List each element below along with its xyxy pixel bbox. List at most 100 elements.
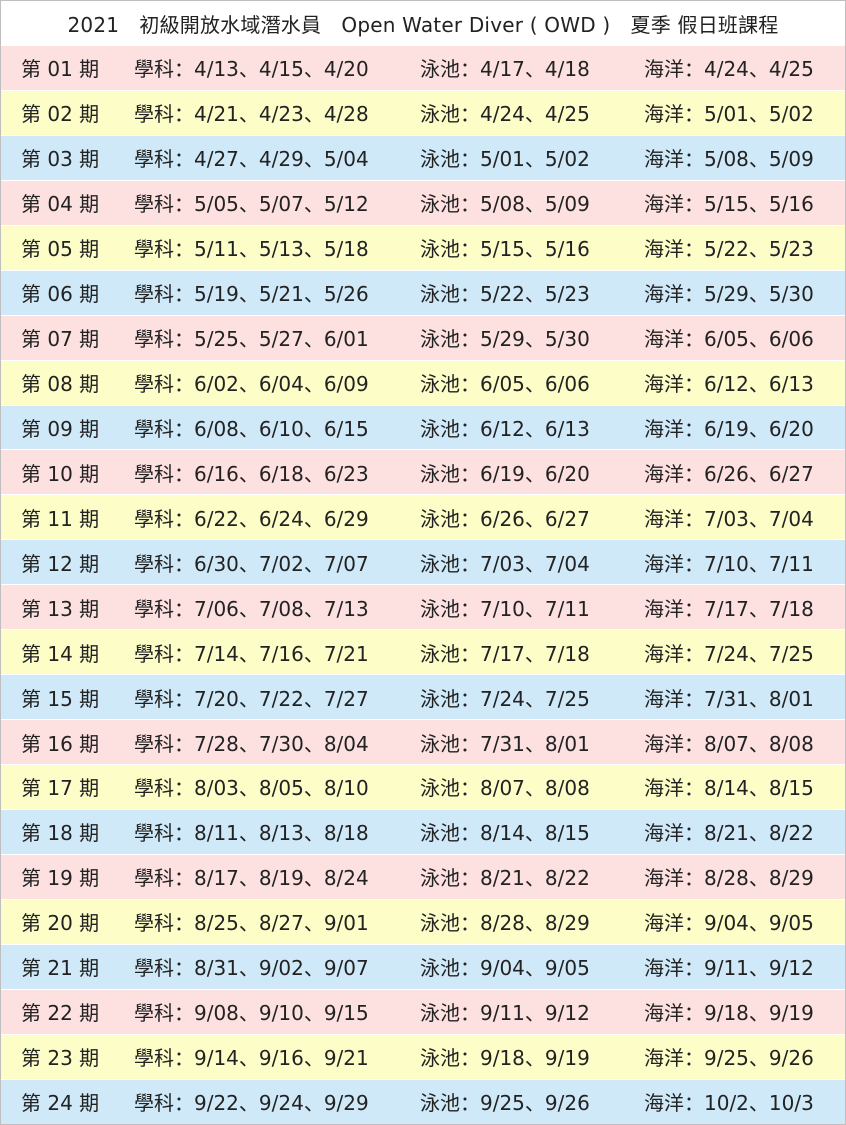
ocean-dates: 海洋：7/10、7/11 (644, 551, 814, 576)
pool-dates: 泳池：7/03、7/04 (420, 551, 590, 576)
period-label: 第 12 期 (21, 551, 100, 576)
period-label: 第 04 期 (21, 192, 100, 217)
period-label: 第 14 期 (21, 641, 100, 666)
schedule-row: 第 11 期 學科：6/22、6/24、6/29 泳池：6/26、6/27 海洋：7/… (1, 494, 845, 540)
pool-dates: 泳池：7/31、8/01 (420, 731, 590, 756)
theory-dates: 學科：9/08、9/10、9/15 (134, 1001, 369, 1026)
pool-dates: 泳池：9/25、9/26 (420, 1091, 590, 1116)
theory-dates: 學科：8/17、8/19、8/24 (134, 866, 369, 891)
schedule-row: 第 17 期 學科：8/03、8/05、8/10 泳池：8/07、8/08 海洋：8/… (1, 764, 845, 809)
theory-dates: 學科：7/20、7/22、7/27 (134, 686, 369, 711)
ocean-dates: 海洋：5/15、5/16 (644, 192, 814, 217)
ocean-dates: 海洋：7/17、7/18 (644, 596, 814, 621)
theory-dates: 學科：5/05、5/07、5/12 (134, 192, 369, 217)
period-label: 第 10 期 (21, 461, 100, 486)
pool-dates: 泳池：7/17、7/18 (420, 641, 590, 666)
period-label: 第 13 期 (21, 596, 100, 621)
period-label: 第 15 期 (21, 686, 100, 711)
ocean-dates: 海洋：5/29、5/30 (644, 282, 814, 307)
period-label: 第 16 期 (21, 731, 100, 756)
period-label: 第 09 期 (21, 416, 100, 441)
schedule-rows: 第 01 期 學科：4/13、4/15、4/20 泳池：4/17、4/18 海洋：4/… (1, 45, 845, 1124)
ocean-dates: 海洋：8/28、8/29 (644, 866, 814, 891)
schedule-row: 第 12 期 學科：6/30、7/02、7/07 泳池：7/03、7/04 海洋：7/… (1, 539, 845, 585)
period-label: 第 02 期 (21, 102, 100, 127)
period-label: 第 07 期 (21, 327, 100, 352)
schedule-row: 第 09 期 學科：6/08、6/10、6/15 泳池：6/12、6/13 海洋：6/… (1, 404, 845, 450)
theory-dates: 學科：7/06、7/08、7/13 (134, 596, 369, 621)
period-label: 第 17 期 (21, 776, 100, 801)
pool-dates: 泳池：5/01、5/02 (420, 147, 590, 172)
theory-dates: 學科：8/31、9/02、9/07 (134, 956, 369, 981)
period-label: 第 20 期 (21, 911, 100, 936)
period-label: 第 18 期 (21, 821, 100, 846)
schedule-row: 第 07 期 學科：5/25、5/27、6/01 泳池：5/29、5/30 海洋：6/… (1, 314, 845, 360)
ocean-dates: 海洋：9/04、9/05 (644, 911, 814, 936)
theory-dates: 學科：8/25、8/27、9/01 (134, 911, 369, 936)
ocean-dates: 海洋：7/03、7/04 (644, 506, 814, 531)
theory-dates: 學科：8/11、8/13、8/18 (134, 821, 369, 846)
ocean-dates: 海洋：4/24、4/25 (644, 57, 814, 82)
schedule-row: 第 04 期 學科：5/05、5/07、5/12 泳池：5/08、5/09 海洋：5/… (1, 179, 845, 225)
schedule-row: 第 03 期 學科：4/27、4/29、5/04 泳池：5/01、5/02 海洋：5/… (1, 134, 845, 180)
theory-dates: 學科：7/28、7/30、8/04 (134, 731, 369, 756)
pool-dates: 泳池：9/04、9/05 (420, 956, 590, 981)
schedule-row: 第 21 期 學科：8/31、9/02、9/07 泳池：9/04、9/05 海洋：9/… (1, 943, 845, 989)
pool-dates: 泳池：5/29、5/30 (420, 327, 590, 352)
ocean-dates: 海洋：6/12、6/13 (644, 372, 814, 397)
ocean-dates: 海洋：5/22、5/23 (644, 237, 814, 262)
schedule-row: 第 05 期 學科：5/11、5/13、5/18 泳池：5/15、5/16 海洋：5/… (1, 224, 845, 270)
period-label: 第 11 期 (21, 506, 100, 531)
ocean-dates: 海洋：6/19、6/20 (644, 416, 814, 441)
period-label: 第 08 期 (21, 372, 100, 397)
theory-dates: 學科：8/03、8/05、8/10 (134, 776, 369, 801)
pool-dates: 泳池：8/07、8/08 (420, 776, 590, 801)
theory-dates: 學科：7/14、7/16、7/21 (134, 641, 369, 666)
schedule-row: 第 18 期 學科：8/11、8/13、8/18 泳池：8/14、8/15 海洋：8/… (1, 808, 845, 854)
schedule-row: 第 23 期 學科：9/14、9/16、9/21 泳池：9/18、9/19 海洋：9/… (1, 1033, 845, 1079)
pool-dates: 泳池：4/24、4/25 (420, 102, 590, 127)
ocean-dates: 海洋：9/25、9/26 (644, 1046, 814, 1071)
period-label: 第 19 期 (21, 866, 100, 891)
ocean-dates: 海洋：6/05、6/06 (644, 327, 814, 352)
schedule-row: 第 06 期 學科：5/19、5/21、5/26 泳池：5/22、5/23 海洋：5/… (1, 269, 845, 315)
pool-dates: 泳池：5/15、5/16 (420, 237, 590, 262)
pool-dates: 泳池：9/11、9/12 (420, 1001, 590, 1026)
pool-dates: 泳池：7/10、7/11 (420, 596, 590, 621)
pool-dates: 泳池：7/24、7/25 (420, 686, 590, 711)
period-label: 第 22 期 (21, 1001, 100, 1026)
pool-dates: 泳池：4/17、4/18 (420, 57, 590, 82)
ocean-dates: 海洋：6/26、6/27 (644, 461, 814, 486)
schedule-row: 第 19 期 學科：8/17、8/19、8/24 泳池：8/21、8/22 海洋：8/… (1, 853, 845, 899)
theory-dates: 學科：5/11、5/13、5/18 (134, 237, 369, 262)
theory-dates: 學科：9/22、9/24、9/29 (134, 1091, 369, 1116)
ocean-dates: 海洋：8/14、8/15 (644, 776, 814, 801)
schedule-row: 第 22 期 學科：9/08、9/10、9/15 泳池：9/11、9/12 海洋：9/… (1, 988, 845, 1034)
ocean-dates: 海洋：7/31、8/01 (644, 686, 814, 711)
schedule-row: 第 10 期 學科：6/16、6/18、6/23 泳池：6/19、6/20 海洋：6/… (1, 449, 845, 495)
pool-dates: 泳池：8/28、8/29 (420, 911, 590, 936)
schedule-row: 第 20 期 學科：8/25、8/27、9/01 泳池：8/28、8/29 海洋：9/… (1, 898, 845, 944)
theory-dates: 學科：5/25、5/27、6/01 (134, 327, 369, 352)
pool-dates: 泳池：6/19、6/20 (420, 461, 590, 486)
schedule-row: 第 01 期 學科：4/13、4/15、4/20 泳池：4/17、4/18 海洋：4/… (1, 45, 845, 90)
pool-dates: 泳池：5/22、5/23 (420, 282, 590, 307)
pool-dates: 泳池：8/14、8/15 (420, 821, 590, 846)
pool-dates: 泳池：6/26、6/27 (420, 506, 590, 531)
pool-dates: 泳池：6/12、6/13 (420, 416, 590, 441)
ocean-dates: 海洋：5/08、5/09 (644, 147, 814, 172)
schedule-row: 第 14 期 學科：7/14、7/16、7/21 泳池：7/17、7/18 海洋：7/… (1, 629, 845, 675)
theory-dates: 學科：4/21、4/23、4/28 (134, 102, 369, 127)
schedule-row: 第 08 期 學科：6/02、6/04、6/09 泳池：6/05、6/06 海洋：6/… (1, 359, 845, 405)
pool-dates: 泳池：5/08、5/09 (420, 192, 590, 217)
schedule-row: 第 02 期 學科：4/21、4/23、4/28 泳池：4/24、4/25 海洋：5/… (1, 89, 845, 135)
ocean-dates: 海洋：9/18、9/19 (644, 1001, 814, 1026)
pool-dates: 泳池：8/21、8/22 (420, 866, 590, 891)
ocean-dates: 海洋：9/11、9/12 (644, 956, 814, 981)
schedule-row: 第 13 期 學科：7/06、7/08、7/13 泳池：7/10、7/11 海洋：7/… (1, 584, 845, 630)
ocean-dates: 海洋：5/01、5/02 (644, 102, 814, 127)
period-label: 第 03 期 (21, 147, 100, 172)
schedule-title: 2021 初級開放水域潛水員 Open Water Diver ( OWD ) … (1, 1, 845, 45)
theory-dates: 學科：4/27、4/29、5/04 (134, 147, 369, 172)
schedule-row: 第 16 期 學科：7/28、7/30、8/04 泳池：7/31、8/01 海洋：8/… (1, 719, 845, 764)
